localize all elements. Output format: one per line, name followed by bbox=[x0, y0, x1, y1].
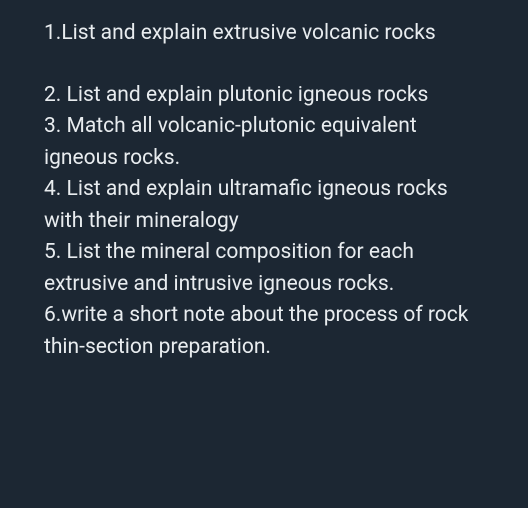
list-item: 4. List and explain ultramafic igneous r… bbox=[44, 174, 488, 237]
list-item: 1.List and explain extrusive volcanic ro… bbox=[44, 18, 488, 50]
list-item: 5. List the mineral composition for each… bbox=[44, 237, 488, 300]
spacer bbox=[44, 50, 488, 80]
question-list: 1.List and explain extrusive volcanic ro… bbox=[0, 0, 528, 381]
list-item: 2. List and explain plutonic igneous roc… bbox=[44, 80, 488, 112]
list-item: 3. Match all volcanic-plutonic equivalen… bbox=[44, 111, 488, 174]
list-item: 6.write a short note about the process o… bbox=[44, 300, 488, 363]
